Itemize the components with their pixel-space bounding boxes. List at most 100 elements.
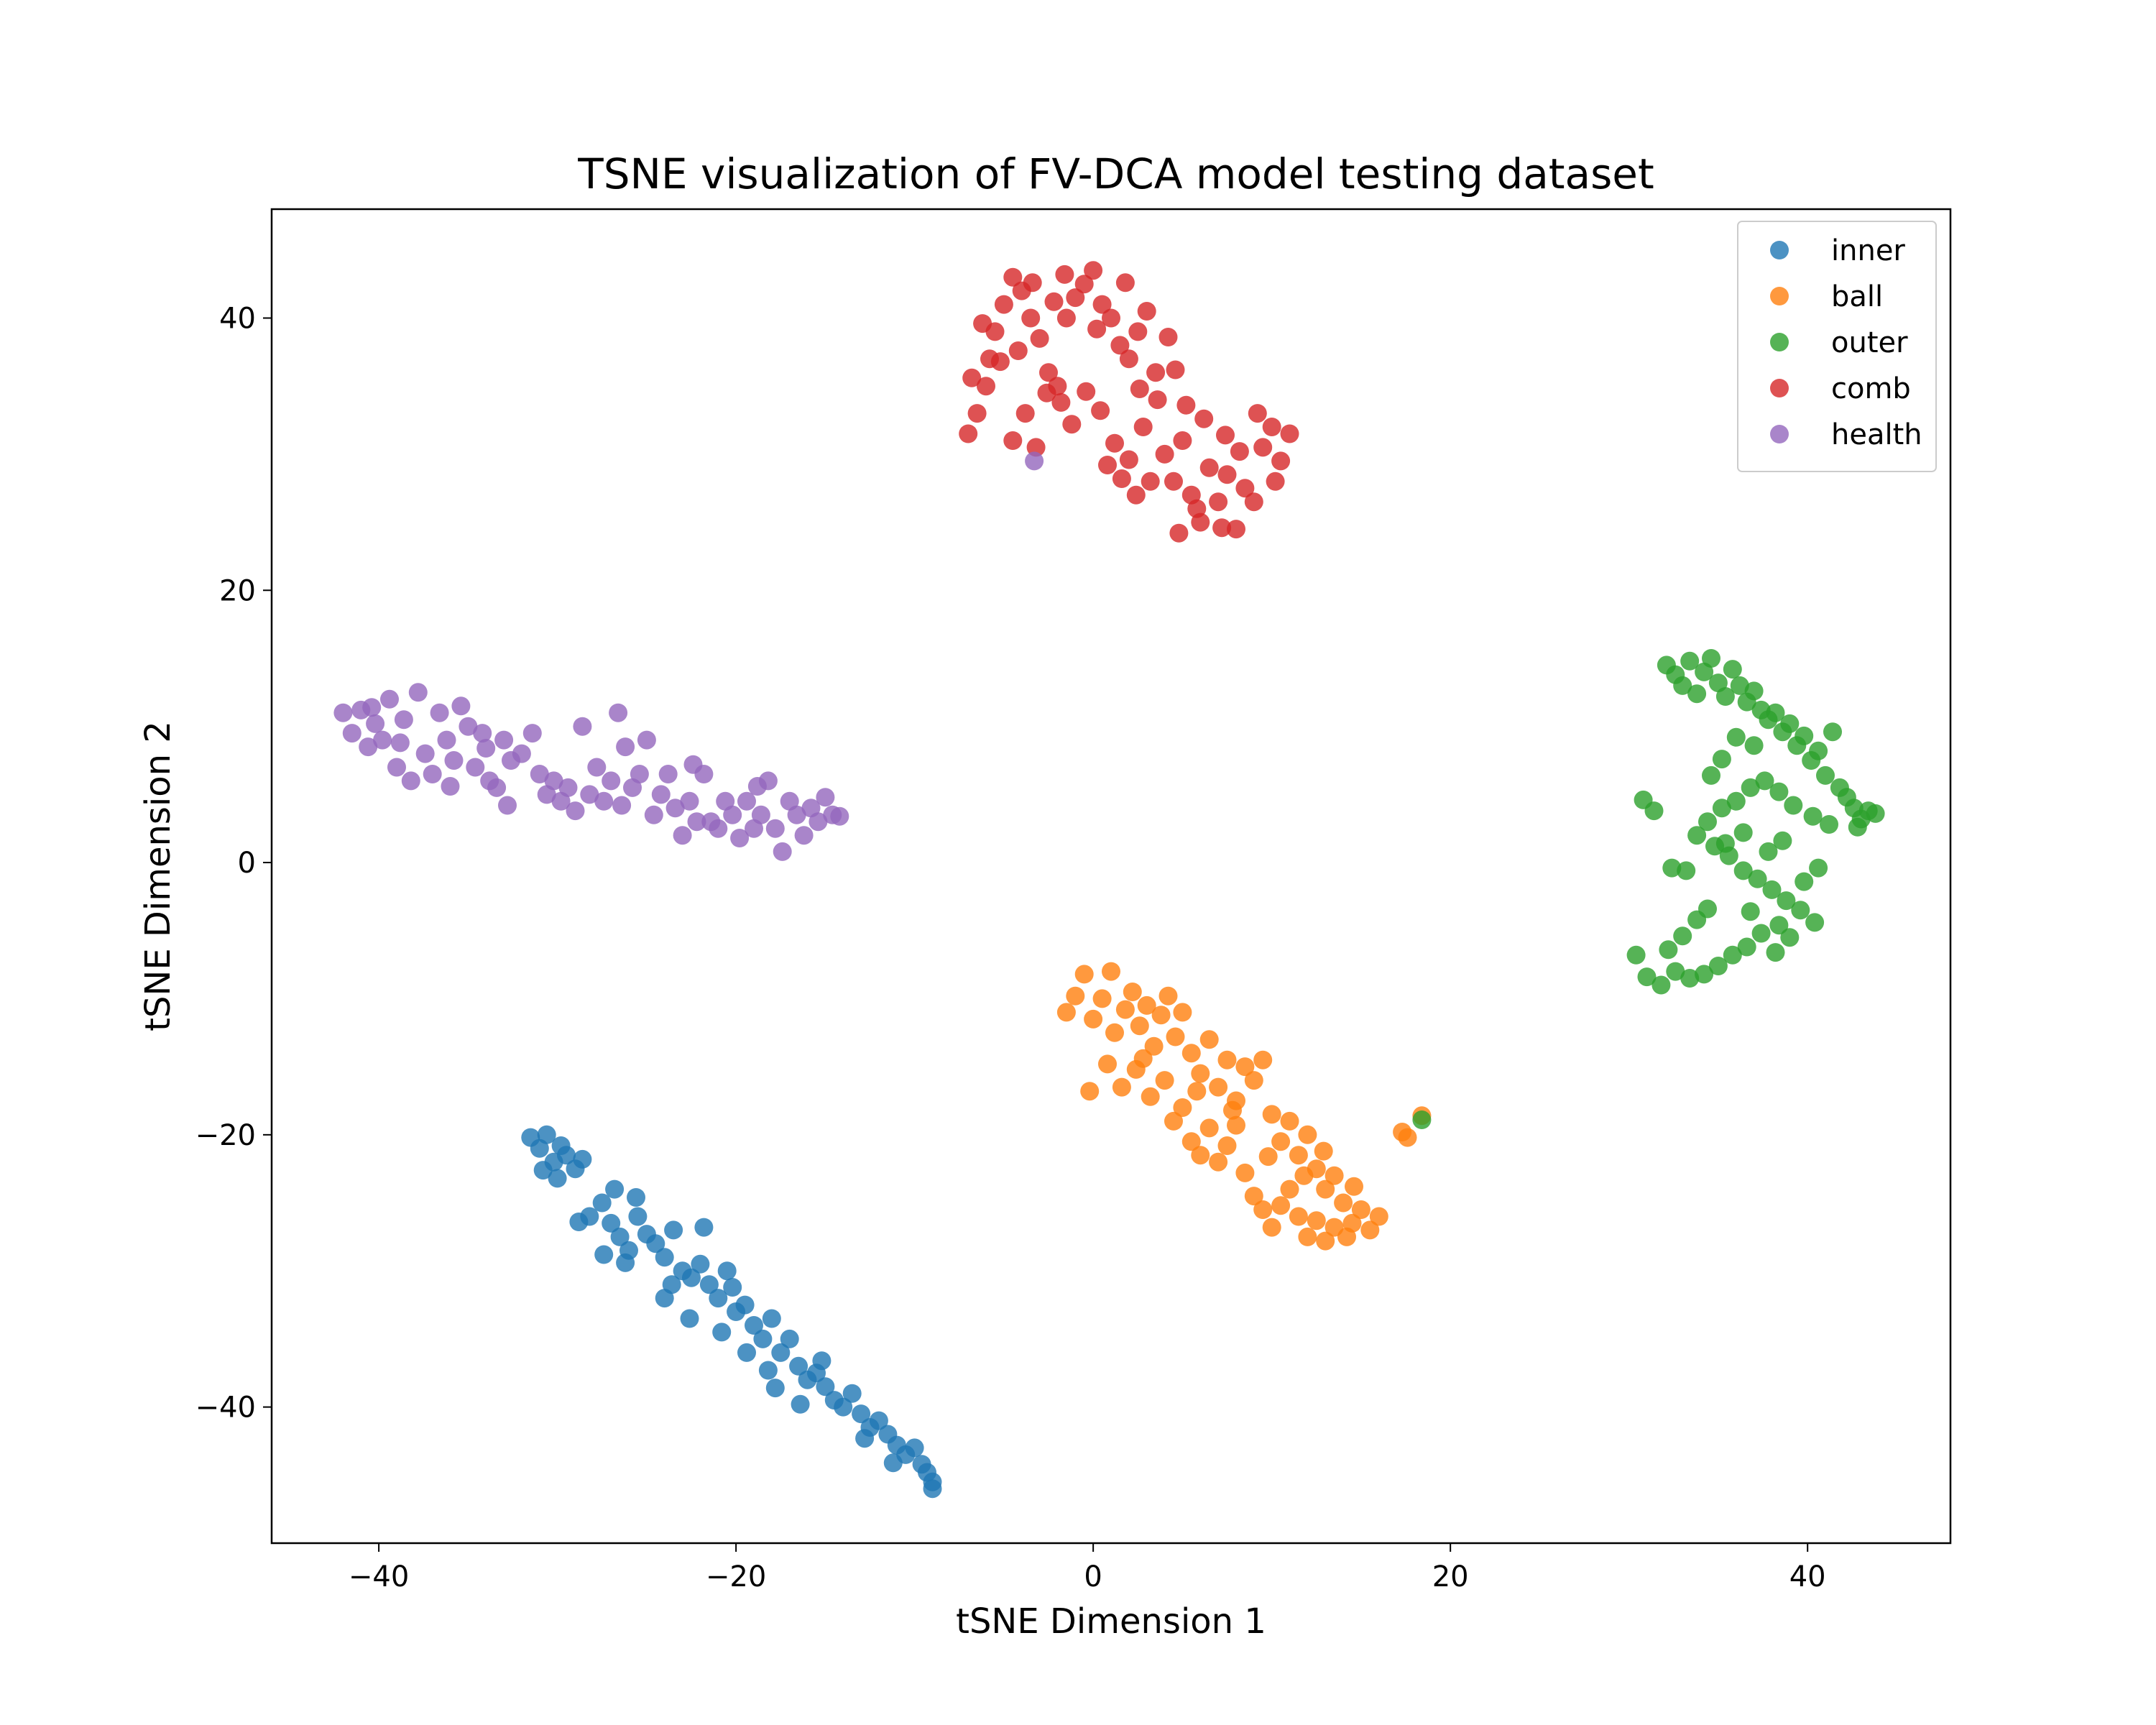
point-comb: [1062, 415, 1082, 434]
point-ball: [1289, 1207, 1308, 1226]
point-health: [808, 812, 828, 832]
point-inner: [602, 1213, 621, 1233]
point-health: [558, 778, 578, 797]
point-ball: [1112, 1077, 1131, 1097]
point-health: [444, 751, 464, 770]
point-comb: [1044, 292, 1064, 311]
point-health: [333, 703, 353, 722]
point-ball: [1271, 1196, 1291, 1215]
legend-marker-health: [1770, 425, 1789, 443]
point-comb: [1262, 418, 1281, 436]
point-outer: [1766, 703, 1785, 722]
point-comb: [1176, 395, 1196, 415]
point-ball: [1137, 995, 1156, 1015]
point-health: [737, 791, 756, 811]
point-ball: [1080, 1082, 1100, 1101]
point-outer: [1666, 962, 1685, 981]
legend-label-outer: outer: [1831, 326, 1908, 359]
point-outer: [1662, 858, 1682, 878]
point-inner: [723, 1278, 742, 1297]
point-comb: [1148, 390, 1167, 410]
point-ball: [1298, 1125, 1317, 1144]
point-comb: [1199, 458, 1219, 477]
point-outer: [1744, 681, 1764, 701]
point-health: [408, 683, 428, 702]
point-health: [751, 805, 770, 824]
points-layer: [333, 261, 1885, 1499]
point-inner: [869, 1411, 888, 1430]
point-ball: [1199, 1030, 1219, 1049]
point-comb: [962, 368, 982, 387]
point-inner: [694, 1218, 714, 1237]
point-ball: [1141, 1087, 1160, 1106]
point-inner: [816, 1377, 835, 1397]
point-outer: [1715, 834, 1735, 853]
point-health: [394, 710, 413, 730]
point-ball: [1369, 1207, 1388, 1226]
legend-marker-inner: [1770, 241, 1789, 259]
point-ball: [1262, 1218, 1281, 1237]
legend-frame: [1737, 221, 1937, 472]
point-outer: [1809, 858, 1828, 878]
point-inner: [852, 1404, 871, 1424]
point-ball: [1217, 1136, 1237, 1155]
point-outer: [1748, 869, 1767, 888]
point-health: [616, 737, 635, 757]
point-inner: [662, 1275, 681, 1294]
point-health: [683, 755, 703, 774]
point-inner: [610, 1227, 630, 1246]
point-inner: [691, 1254, 710, 1274]
point-ball: [1258, 1147, 1278, 1167]
point-ball: [1173, 1003, 1192, 1022]
legend-marker-ball: [1770, 287, 1789, 305]
point-ball: [1164, 1111, 1183, 1131]
point-health: [580, 785, 599, 804]
point-ball: [1158, 986, 1178, 1006]
point-outer: [1755, 771, 1774, 791]
point-health: [816, 788, 835, 807]
point-health: [362, 698, 382, 717]
point-outer: [1733, 823, 1753, 842]
point-inner: [855, 1429, 875, 1448]
point-ball: [1235, 1163, 1255, 1182]
point-ball: [1253, 1200, 1273, 1219]
point-health: [423, 765, 442, 783]
point-health: [437, 730, 456, 750]
point-ball: [1115, 1000, 1135, 1019]
point-health: [441, 777, 460, 796]
x-tick-label: −40: [349, 1560, 409, 1593]
point-outer: [1848, 817, 1867, 837]
point-health: [587, 758, 607, 777]
point-comb: [1235, 479, 1255, 498]
point-comb: [1155, 444, 1174, 464]
point-comb: [1021, 308, 1041, 328]
point-comb: [1130, 380, 1149, 398]
point-health: [765, 819, 785, 838]
point-health: [644, 805, 663, 824]
point-outer: [1784, 796, 1803, 815]
point-health: [373, 730, 392, 750]
point-comb: [1084, 261, 1103, 280]
point-inner: [548, 1169, 567, 1188]
point-outer: [1759, 842, 1778, 861]
point-inner: [605, 1179, 625, 1199]
point-outer: [1766, 943, 1785, 962]
point-inner: [616, 1253, 635, 1272]
point-health: [473, 724, 492, 743]
y-tick-label: 40: [219, 303, 256, 336]
point-ball: [1325, 1166, 1344, 1185]
point-inner: [923, 1479, 942, 1499]
point-inner: [753, 1329, 773, 1348]
point-outer: [1737, 937, 1756, 957]
point-outer: [1780, 714, 1800, 733]
point-comb: [1212, 518, 1232, 538]
point-ball: [1181, 1132, 1201, 1151]
point-outer: [1751, 924, 1771, 943]
point-health: [830, 806, 849, 826]
point-inner: [627, 1188, 645, 1207]
point-outer: [1651, 975, 1671, 995]
point-health: [498, 796, 517, 815]
point-comb: [1051, 392, 1071, 412]
point-inner: [771, 1343, 791, 1362]
